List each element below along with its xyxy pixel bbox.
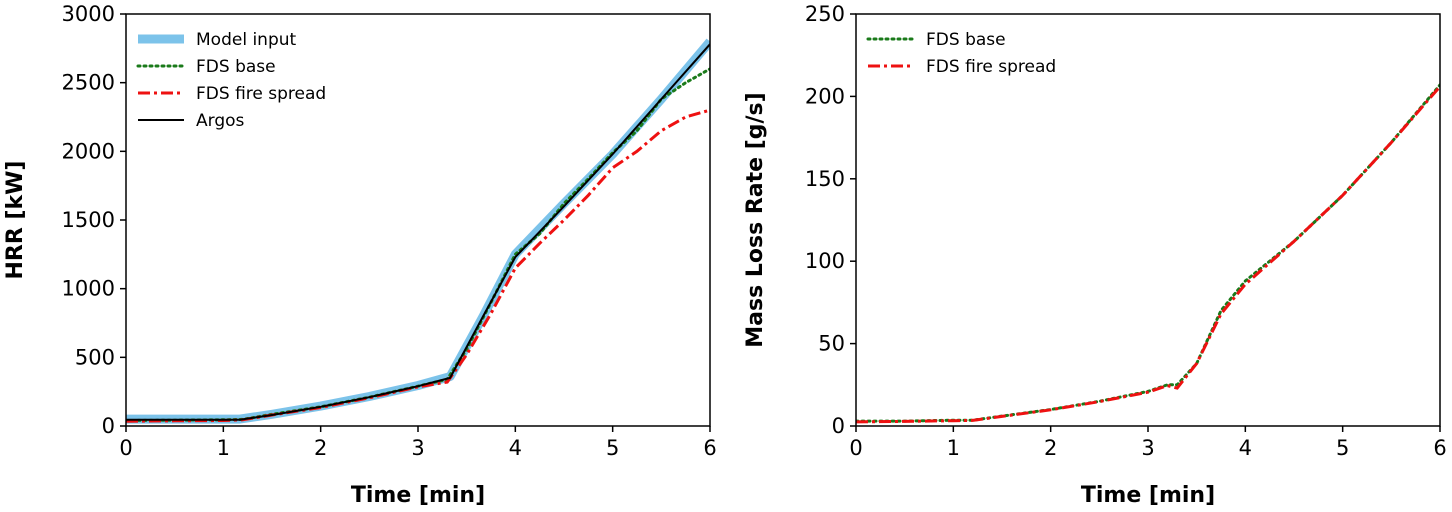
series-line-argos	[126, 43, 710, 421]
y-tick-label: 100	[805, 249, 845, 273]
x-tick-label: 1	[217, 436, 230, 460]
x-tick-label: 2	[314, 436, 327, 460]
x-tick-label: 5	[1336, 436, 1349, 460]
legend-label-argos: Argos	[196, 111, 245, 131]
x-tick-label: 6	[703, 436, 716, 460]
series-line-fds-fire-spread	[856, 85, 1440, 424]
y-tick-label: 2000	[62, 139, 115, 163]
x-tick-label: 5	[606, 436, 619, 460]
x-tick-label: 0	[119, 436, 132, 460]
x-tick-label: 2	[1044, 436, 1057, 460]
legend-label-model-input: Model input	[196, 30, 297, 50]
legend: Model input FDS base FDS fire spread Argos	[136, 30, 326, 131]
y-tick-label: 0	[832, 414, 845, 438]
hrr-chart: 0 1 2 3 4 5 6 0 500 1000 1500 2000 2500 3000 Time [min…	[3, 2, 717, 508]
y-tick-label: 1500	[62, 208, 115, 232]
y-tick-label: 150	[805, 167, 845, 191]
x-tick-label: 3	[1141, 436, 1154, 460]
y-tick-label: 200	[805, 84, 845, 108]
y-axis-title: HRR [kW]	[3, 161, 28, 280]
y-tick-label: 3000	[62, 2, 115, 26]
legend-label-fds-fire-spread: FDS fire spread	[196, 84, 326, 104]
x-tick-label: 4	[509, 436, 522, 460]
x-tick-label: 3	[411, 436, 424, 460]
x-tick-label: 6	[1433, 436, 1446, 460]
legend-label-fds-fire-spread: FDS fire spread	[926, 57, 1056, 77]
y-tick-label: 500	[75, 345, 115, 369]
x-tick-label: 1	[947, 436, 960, 460]
legend-label-fds-base: FDS base	[926, 30, 1006, 50]
plot-area	[126, 38, 710, 424]
x-axis-title: Time [min]	[1081, 483, 1215, 508]
series-line-fds-base	[856, 83, 1440, 423]
series-line-fds-fire-spread	[126, 108, 710, 423]
plot-area	[856, 83, 1440, 424]
y-axis-title: Mass Loss Rate [g/s]	[743, 92, 768, 347]
y-tick-label: 250	[805, 2, 845, 26]
legend: FDS base FDS fire spread	[866, 30, 1056, 77]
x-axis-title: Time [min]	[351, 483, 485, 508]
y-tick-label: 50	[818, 332, 845, 356]
legend-label-fds-base: FDS base	[196, 57, 276, 77]
x-tick-label: 4	[1239, 436, 1252, 460]
mass-loss-rate-chart: 0 1 2 3 4 5 6 0 50 100 150 200 250 Time [min] Mass Los…	[743, 2, 1447, 508]
y-tick-label: 0	[102, 414, 115, 438]
y-tick-label: 2500	[62, 71, 115, 95]
x-tick-label: 0	[849, 436, 862, 460]
y-tick-label: 1000	[62, 277, 115, 301]
